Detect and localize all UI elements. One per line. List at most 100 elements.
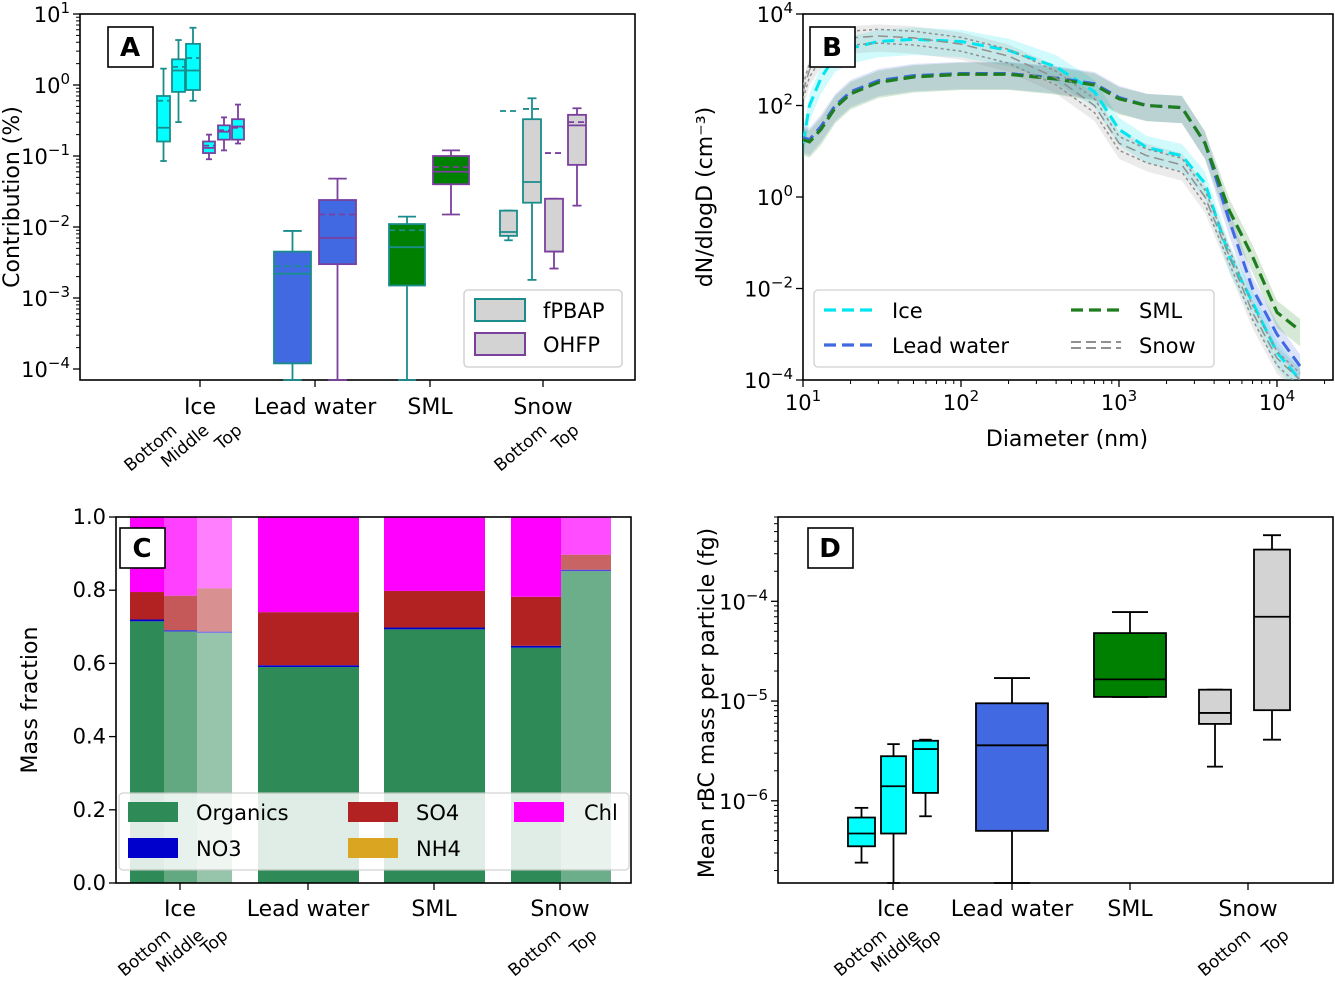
panel-c-bar-5-so4 [511, 596, 561, 646]
panel-d-box-1-box [880, 755, 907, 835]
panel-c-bar-6-chl [561, 517, 611, 555]
panel-b-ytick-label: 104 [757, 0, 793, 27]
panel-a-category-0: Ice [184, 395, 216, 420]
panel-a-ohfp-13-box [567, 113, 587, 166]
panel-a-fpbap-11-box [522, 118, 542, 204]
panel-c-bar-5-chl [511, 517, 561, 597]
panel-a-ytick-label: 10−3 [21, 283, 70, 311]
panel-c-legend-swatch-3 [128, 838, 178, 858]
panel-c-ylabel: Mass fraction [18, 627, 43, 774]
panel-a-ytick-label: 100 [34, 70, 70, 98]
panel-a-frame [79, 13, 636, 381]
panel-a-ohfp-7-box [318, 199, 357, 266]
panel-c-legend-label-4: NH4 [416, 837, 461, 861]
panel-c-bar-2-so4 [197, 588, 232, 632]
panel-d-sublabel-2: Top [910, 926, 946, 960]
panel-d-box-5-box [1198, 688, 1232, 725]
panel-a-letter-box [107, 26, 154, 68]
panel-c-legend-label-1: SO4 [416, 801, 459, 825]
panel-c-bar-6-no3 [561, 569, 611, 572]
panel-d-sublabel-3: Bottom [1195, 926, 1256, 981]
panel-a-letter: A [120, 33, 140, 63]
panel-a-legend-swatch-1 [474, 332, 526, 356]
panel-d-category-2: SML [1107, 897, 1153, 922]
panel-c-bar-2-chl [197, 517, 232, 589]
panel-c-bar-0-no3 [130, 619, 164, 622]
panel-a-legend-label-1: OHFP [543, 333, 600, 357]
panel-d-ylabel: Mean rBC mass per particle (fg) [695, 528, 720, 878]
panel-b-band-3 [803, 24, 1301, 380]
panel-b-ytick-label: 10−2 [744, 274, 793, 302]
panel-d-box-4-box [1093, 632, 1167, 698]
panel-c-category-2: SML [411, 897, 457, 922]
panel-d-box-6-box [1253, 548, 1291, 712]
panel-d-letter: D [819, 534, 841, 564]
panel-c-letter-box [119, 527, 166, 569]
panel-a-fpbap-8-box [388, 223, 426, 287]
panel-c-category-0: Ice [164, 897, 196, 922]
panel-c-legend-swatch-2 [514, 802, 564, 822]
panel-c-bar-2-no3 [197, 631, 232, 634]
panel-c-ytick-label: 1.0 [73, 505, 106, 529]
panel-b-legend-label-1: Lead water [892, 334, 1009, 358]
panel-c-ytick-label: 0.4 [73, 725, 106, 749]
panel-c-bar-4-no3 [384, 627, 485, 630]
panel-c-bar-0-so4 [130, 592, 164, 620]
panel-b-ytick-label: 102 [757, 91, 793, 119]
panel-b-xlabel: Diameter (nm) [986, 427, 1148, 452]
panel-a-fpbap-1-box [171, 58, 186, 93]
panel-b-xtick-label: 101 [785, 387, 821, 415]
panel-b-xtick-label: 102 [943, 387, 979, 415]
panel-a-fpbap-10-box [499, 209, 518, 237]
panel-c-ytick-label: 0.0 [73, 871, 106, 895]
panel-d: 10−6 10−5 10−4 Mean rBC mass per particle … [695, 516, 1334, 981]
panel-a-ohfp-5-box [231, 118, 245, 141]
panel-d-frame [777, 516, 1334, 884]
panel-a-category-3: Snow [513, 395, 572, 420]
panel-c-letter: C [132, 534, 151, 564]
panel-a-fpbap-2-box [185, 42, 201, 91]
panel-c-sublabel-4: Top [566, 926, 602, 960]
panel-c-bar-1-chl [164, 517, 197, 596]
panel-a-ylabel: Contribution (%) [0, 106, 25, 288]
panel-c-bar-3-no3 [258, 665, 359, 668]
panel-a-sublabel-3: Bottom [491, 421, 552, 476]
panel-a-category-1: Lead water [254, 395, 377, 420]
panel-b: 101 102 103 104 10−4 10−2 100 102 104 Diameter (… [693, 0, 1334, 452]
panel-d-category-3: Snow [1218, 897, 1277, 922]
panel-c-frame [115, 516, 632, 884]
panel-c-bar-1-so4 [164, 595, 197, 631]
panel-b-legend-label-0: Ice [892, 299, 923, 323]
panel-c-legend-frame [118, 792, 630, 871]
panel-b-legend-label-2: SML [1139, 299, 1182, 323]
panel-c-sublabel-2: Top [197, 926, 233, 960]
panel-a-ohfp-9-box [432, 155, 470, 186]
panel-a-sublabel-4: Top [548, 421, 584, 455]
panel-d-sublabel-4: Top [1258, 926, 1294, 960]
panel-a-fpbap-0-box [156, 95, 171, 143]
panel-b-ytick-label: 10−4 [744, 365, 793, 393]
panel-c-legend: Organics SO4 Chl NO3 NH4 [118, 792, 630, 871]
panel-b-ylabel: dN/dlogD (cm⁻³) [693, 107, 718, 287]
panel-d-letter-box [807, 527, 854, 569]
panel-c-bar-4-chl [384, 517, 485, 591]
panel-c-legend-label-0: Organics [196, 801, 289, 825]
panel-c-legend-swatch-4 [348, 838, 398, 858]
panel-c-ytick-label: 0.2 [73, 798, 106, 822]
panel-b-letter-box [809, 26, 856, 68]
panel-a-ytick-label: 101 [34, 0, 70, 27]
panel-a-fpbap-6-box [273, 250, 312, 365]
panel-a-ohfp-12-box [544, 197, 564, 253]
panel-c-bar-4-so4 [384, 590, 485, 628]
panel-a-ytick-label: 10−1 [21, 141, 70, 169]
panel-c-bar-3-chl [258, 517, 359, 613]
panel-c: 0.0 0.2 0.4 0.6 0.8 1.0 Mass fraction Ice Lead… [18, 505, 632, 981]
panel-b-xtick-label: 103 [1101, 387, 1137, 415]
panel-c-legend-label-3: NO3 [196, 837, 242, 861]
panel-c-bar-6-so4 [561, 554, 611, 570]
panel-c-sublabel-3: Bottom [505, 926, 566, 981]
panel-d-box-0-box [847, 816, 876, 848]
panel-c-bar-3-so4 [258, 612, 359, 666]
